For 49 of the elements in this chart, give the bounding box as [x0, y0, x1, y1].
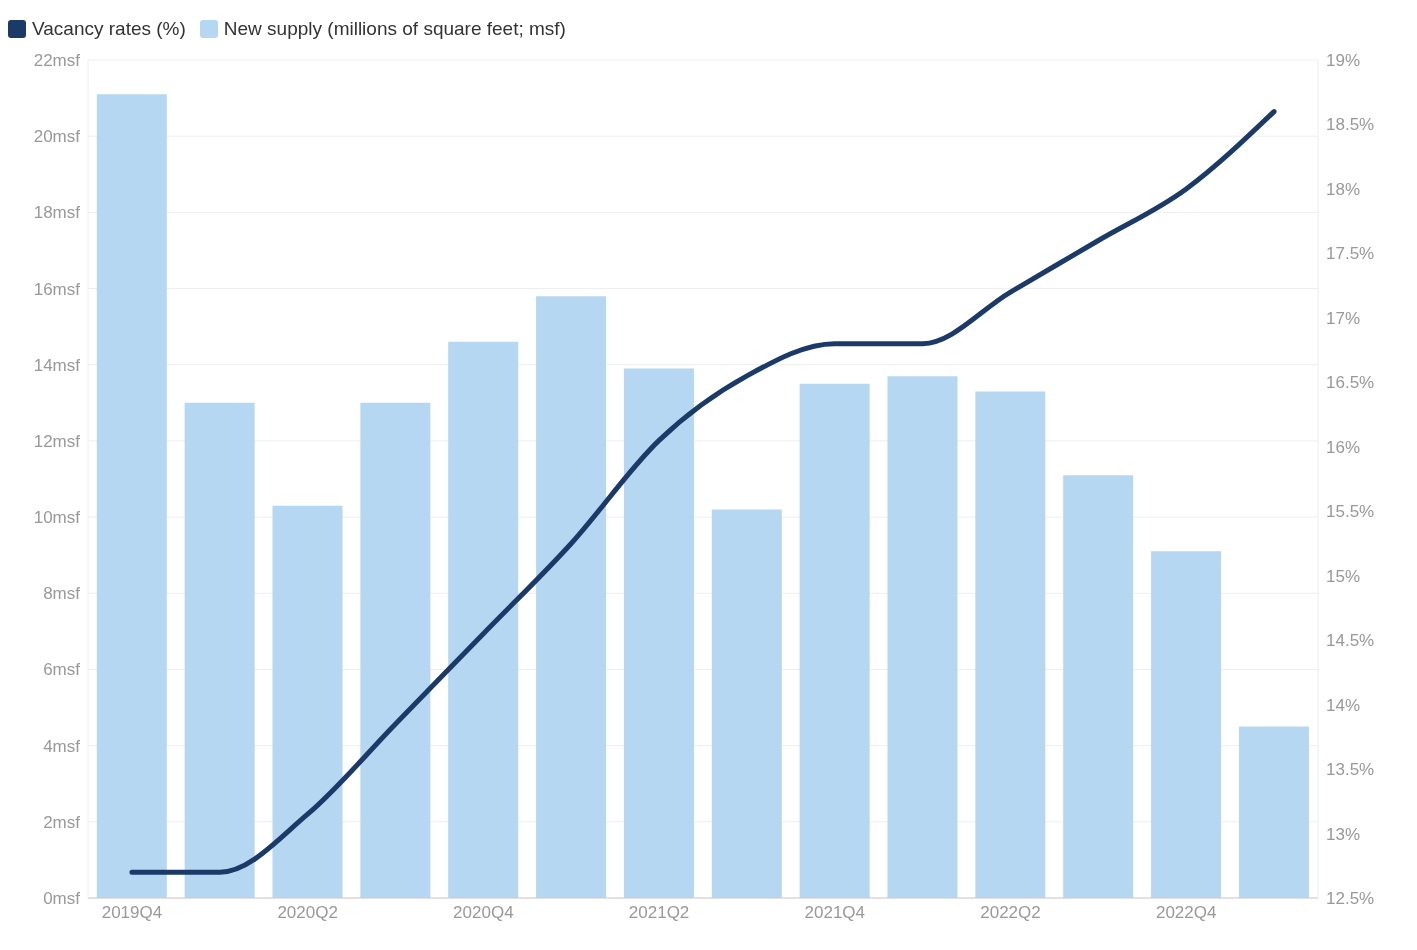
- y2-tick-label: 17.5%: [1326, 244, 1375, 264]
- bar: [711, 509, 782, 898]
- y2-tick-label: 17%: [1326, 308, 1361, 328]
- x-tick-label: 2019Q4: [101, 903, 163, 923]
- x-tick-label: 2020Q4: [453, 903, 514, 923]
- legend-label: Vacancy rates (%): [31, 18, 186, 40]
- y-tick-label: 20msf: [33, 127, 81, 147]
- y2-tick-label: 14.5%: [1326, 631, 1375, 651]
- x-tick-label: 2021Q2: [628, 903, 690, 923]
- bar: [184, 402, 255, 898]
- y-tick-label: 8msf: [43, 584, 81, 604]
- y2-tick-label: 14%: [1326, 695, 1361, 715]
- legend-label: New supply (millions of square feet; msf): [222, 18, 566, 40]
- y2-tick-label: 13%: [1326, 824, 1361, 844]
- y2-tick-label: 19%: [1326, 51, 1361, 71]
- y-tick-label: 2msf: [43, 812, 81, 832]
- y-tick-label: 16msf: [33, 279, 81, 299]
- y2-tick-label: 18.5%: [1326, 115, 1375, 135]
- bar: [272, 505, 343, 898]
- bar: [360, 402, 431, 898]
- x-tick-label: 2020Q2: [277, 903, 338, 923]
- bar: [1151, 551, 1222, 898]
- y2-tick-label: 18%: [1326, 179, 1361, 199]
- bar: [448, 341, 519, 898]
- y2-tick-label: 16.5%: [1326, 373, 1375, 393]
- bar: [799, 383, 870, 898]
- y2-tick-label: 15%: [1326, 566, 1361, 586]
- bar: [96, 94, 167, 898]
- y2-tick-label: 12.5%: [1326, 889, 1375, 909]
- y2-tick-label: 13.5%: [1326, 760, 1375, 780]
- bar: [1063, 475, 1134, 898]
- y-tick-label: 0msf: [43, 889, 81, 909]
- bar: [975, 391, 1046, 898]
- y-tick-label: 4msf: [43, 736, 81, 756]
- x-tick-label: 2022Q2: [980, 903, 1041, 923]
- y-tick-label: 10msf: [33, 508, 81, 528]
- y2-tick-label: 15.5%: [1326, 502, 1375, 522]
- y2-tick-label: 16%: [1326, 437, 1361, 457]
- bar: [623, 368, 694, 898]
- x-tick-label: 2021Q4: [804, 903, 866, 923]
- bar: [536, 296, 607, 898]
- bar: [1238, 726, 1309, 898]
- y-tick-label: 14msf: [33, 355, 81, 375]
- y-tick-label: 12msf: [33, 431, 81, 451]
- bar: [887, 376, 958, 898]
- y-tick-label: 6msf: [43, 660, 81, 680]
- x-tick-label: 2022Q4: [1155, 903, 1217, 923]
- y-tick-label: 22msf: [33, 51, 81, 71]
- y-tick-label: 18msf: [33, 203, 81, 223]
